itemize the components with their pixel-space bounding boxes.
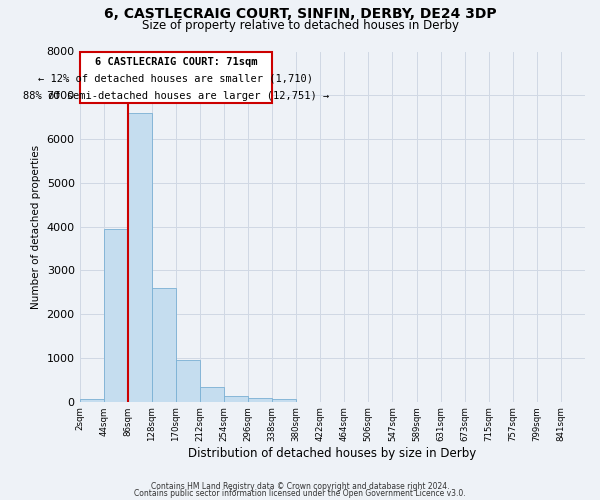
FancyBboxPatch shape [80, 52, 272, 103]
Bar [104, 229, 128, 402]
Bar [224, 396, 248, 402]
Bar [248, 398, 272, 402]
Y-axis label: Number of detached properties: Number of detached properties [31, 144, 41, 308]
Bar [200, 388, 224, 402]
Text: 6, CASTLECRAIG COURT, SINFIN, DERBY, DE24 3DP: 6, CASTLECRAIG COURT, SINFIN, DERBY, DE2… [104, 8, 496, 22]
Text: Contains public sector information licensed under the Open Government Licence v3: Contains public sector information licen… [134, 488, 466, 498]
Text: 88% of semi-detached houses are larger (12,751) →: 88% of semi-detached houses are larger (… [23, 90, 329, 101]
Bar [272, 400, 296, 402]
X-axis label: Distribution of detached houses by size in Derby: Distribution of detached houses by size … [188, 447, 476, 460]
Bar [176, 360, 200, 402]
Text: ← 12% of detached houses are smaller (1,710): ← 12% of detached houses are smaller (1,… [38, 74, 313, 84]
Text: Contains HM Land Registry data © Crown copyright and database right 2024.: Contains HM Land Registry data © Crown c… [151, 482, 449, 491]
Text: 6 CASTLECRAIG COURT: 71sqm: 6 CASTLECRAIG COURT: 71sqm [95, 57, 257, 67]
Text: Size of property relative to detached houses in Derby: Size of property relative to detached ho… [142, 19, 458, 32]
Bar [128, 113, 152, 402]
Bar [80, 400, 104, 402]
Bar [152, 288, 176, 402]
